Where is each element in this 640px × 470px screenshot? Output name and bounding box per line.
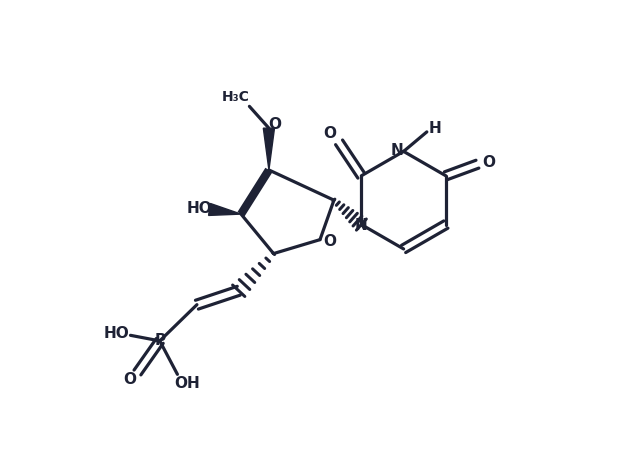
Text: HO: HO (186, 201, 212, 216)
Text: O: O (323, 126, 336, 141)
Polygon shape (209, 204, 241, 215)
Text: O: O (482, 155, 495, 170)
Text: P: P (154, 333, 165, 348)
Text: O: O (323, 235, 336, 250)
Text: OH: OH (174, 376, 200, 391)
Text: H: H (429, 121, 442, 136)
Polygon shape (263, 128, 275, 170)
Text: O: O (124, 372, 136, 387)
Text: N: N (355, 218, 367, 233)
Text: N: N (390, 142, 403, 157)
Text: O: O (268, 117, 281, 132)
Text: HO: HO (103, 327, 129, 341)
Text: H₃C: H₃C (221, 90, 250, 104)
